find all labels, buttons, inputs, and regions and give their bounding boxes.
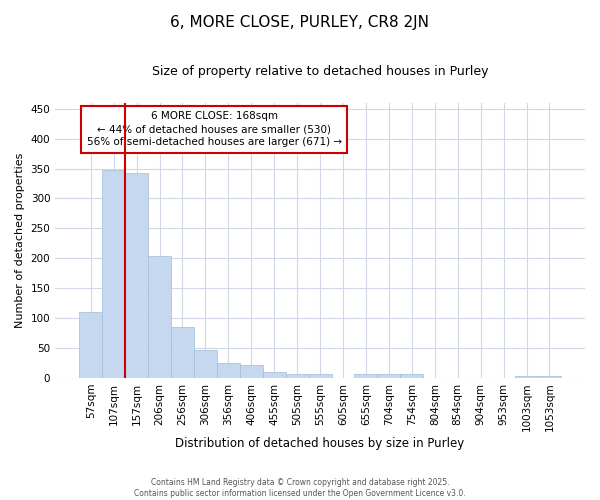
Bar (355, 374, 377, 378)
Bar (125, 173, 148, 378)
Bar (171, 327, 194, 378)
Bar (102, 170, 125, 378)
Bar (240, 365, 263, 378)
Text: 6, MORE CLOSE, PURLEY, CR8 2JN: 6, MORE CLOSE, PURLEY, CR8 2JN (170, 15, 430, 30)
Bar (217, 363, 240, 378)
Bar (400, 374, 423, 378)
Y-axis label: Number of detached properties: Number of detached properties (15, 152, 25, 328)
Bar (263, 372, 286, 378)
X-axis label: Distribution of detached houses by size in Purley: Distribution of detached houses by size … (175, 437, 465, 450)
Bar (377, 374, 400, 378)
Bar (194, 350, 217, 378)
Bar (286, 374, 308, 378)
Bar (515, 376, 538, 378)
Bar (148, 256, 171, 378)
Bar (79, 312, 102, 378)
Text: Contains HM Land Registry data © Crown copyright and database right 2025.
Contai: Contains HM Land Registry data © Crown c… (134, 478, 466, 498)
Text: 6 MORE CLOSE: 168sqm
← 44% of detached houses are smaller (530)
56% of semi-deta: 6 MORE CLOSE: 168sqm ← 44% of detached h… (86, 111, 341, 148)
Title: Size of property relative to detached houses in Purley: Size of property relative to detached ho… (152, 65, 488, 78)
Bar (538, 376, 561, 378)
Bar (308, 374, 332, 378)
